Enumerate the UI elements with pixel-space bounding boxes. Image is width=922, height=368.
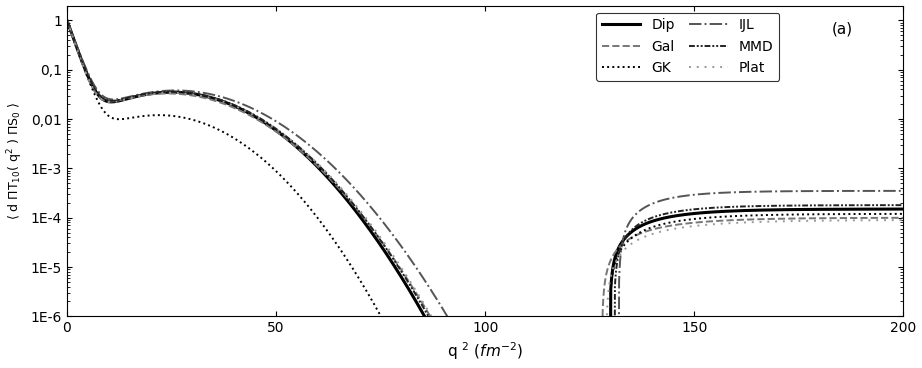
- Gal: [898, 216, 909, 220]
- Line: Plat: Plat: [67, 21, 904, 366]
- Gal: [557, 364, 568, 368]
- IJL: [364, 204, 375, 208]
- IJL: [62, 19, 73, 23]
- IJL: [470, 364, 481, 368]
- GK: [681, 217, 692, 222]
- Dip: [898, 207, 909, 211]
- GK: [401, 364, 412, 368]
- MMD: [103, 98, 114, 103]
- IJL: [593, 364, 604, 368]
- MMD: [364, 223, 375, 228]
- Plat: [727, 221, 738, 225]
- Line: IJL: IJL: [67, 21, 904, 366]
- X-axis label: q $^2$ $( fm^{-2} )$: q $^2$ $( fm^{-2} )$: [447, 341, 524, 362]
- GK: [727, 214, 738, 219]
- Line: MMD: MMD: [67, 21, 904, 366]
- Plat: [593, 364, 604, 368]
- Gal: [727, 218, 738, 222]
- MMD: [557, 364, 568, 368]
- Plat: [898, 218, 909, 222]
- Plat: [103, 100, 114, 105]
- Plat: [364, 221, 375, 225]
- MMD: [450, 364, 461, 368]
- IJL: [557, 364, 568, 368]
- MMD: [62, 19, 73, 23]
- Gal: [364, 223, 375, 228]
- Gal: [593, 364, 604, 368]
- Plat: [453, 364, 464, 368]
- IJL: [681, 193, 692, 198]
- MMD: [681, 208, 692, 212]
- Dip: [364, 228, 375, 232]
- Line: Gal: Gal: [67, 21, 904, 366]
- Dip: [593, 364, 604, 368]
- Y-axis label: $\langle$ d $\Pi$T$_{10}$( q$^2$ ) $\Pi$S$_0$ $\rangle$: $\langle$ d $\Pi$T$_{10}$( q$^2$ ) $\Pi$…: [6, 102, 25, 220]
- IJL: [898, 189, 909, 193]
- GK: [557, 364, 568, 368]
- GK: [593, 364, 604, 368]
- Plat: [557, 364, 568, 368]
- Gal: [62, 19, 73, 23]
- Legend: Dip, Gal, GK, IJL, MMD, Plat: Dip, Gal, GK, IJL, MMD, Plat: [596, 13, 779, 81]
- Plat: [681, 224, 692, 229]
- Dip: [62, 19, 73, 23]
- Plat: [62, 19, 73, 23]
- IJL: [103, 97, 114, 101]
- Gal: [681, 221, 692, 226]
- IJL: [727, 190, 738, 195]
- GK: [364, 295, 375, 299]
- Line: Dip: Dip: [67, 21, 904, 366]
- GK: [62, 19, 73, 23]
- MMD: [727, 205, 738, 209]
- Dip: [445, 364, 456, 368]
- Dip: [557, 364, 568, 368]
- MMD: [898, 203, 909, 207]
- GK: [103, 114, 114, 118]
- GK: [898, 212, 909, 216]
- Dip: [103, 99, 114, 104]
- Dip: [727, 209, 738, 213]
- Gal: [453, 364, 464, 368]
- Text: (a): (a): [833, 21, 854, 36]
- Gal: [103, 99, 114, 104]
- Dip: [681, 212, 692, 216]
- MMD: [593, 364, 604, 368]
- Line: GK: GK: [67, 21, 904, 366]
